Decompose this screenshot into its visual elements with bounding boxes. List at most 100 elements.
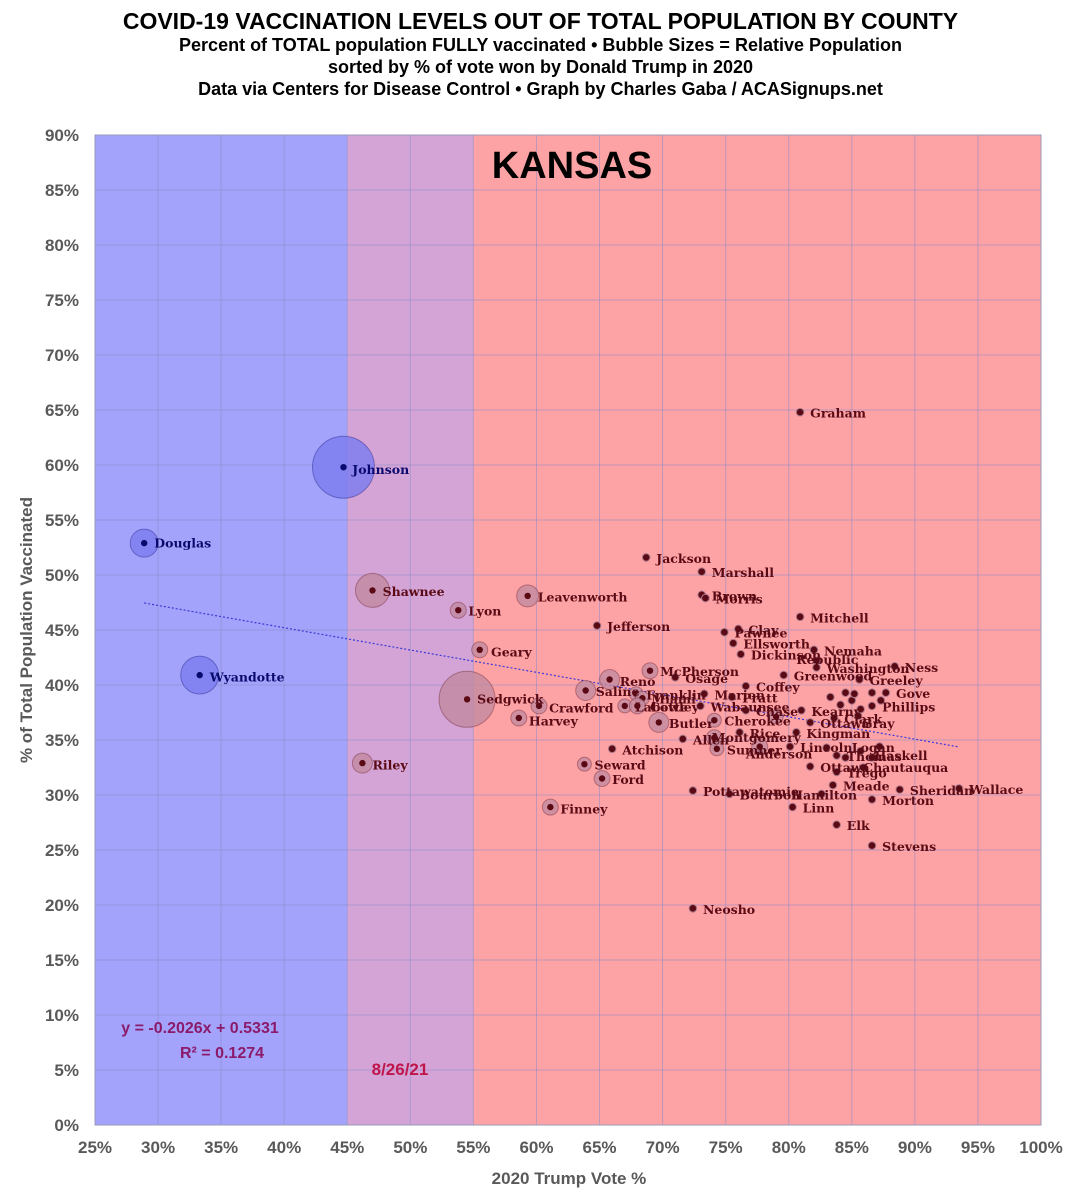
point-label: Montgomery — [712, 730, 802, 745]
bubble-center-dot — [582, 687, 589, 694]
point-label: Ford — [612, 772, 644, 787]
r-squared: R² = 0.1274 — [180, 1045, 264, 1062]
x-tick-label: 65% — [583, 1138, 617, 1157]
y-tick-label: 20% — [45, 896, 79, 915]
bubble-small — [678, 734, 688, 744]
point-label: Thomas — [847, 749, 902, 764]
bubble-center-dot — [621, 702, 628, 710]
point-label: Mitchell — [810, 610, 869, 625]
bubble-small — [817, 789, 826, 799]
bubble-small — [741, 681, 751, 691]
y-tick-label: 85% — [45, 181, 79, 200]
bubble-small — [876, 696, 886, 705]
point-label: Logan — [852, 740, 895, 755]
trendline — [144, 602, 960, 748]
point-label: Rice — [750, 726, 781, 741]
point-label: Trego — [847, 765, 887, 780]
point-label: Leavenworth — [538, 589, 628, 604]
bubble-small — [832, 767, 841, 777]
bubble-center-dot — [340, 464, 347, 471]
point-label: Jackson — [655, 551, 711, 566]
bubble-small — [867, 841, 877, 850]
point-label: Geary — [491, 644, 532, 659]
point-label: Ness — [905, 660, 938, 675]
point-label: Seward — [594, 758, 645, 773]
y-tick-label: 80% — [45, 236, 79, 255]
chart-header: COVID-19 VACCINATION LEVELS OUT OF TOTAL… — [0, 8, 1081, 100]
bubble-small — [779, 670, 788, 680]
bubble-small — [735, 728, 744, 737]
bubble-center-dot — [713, 745, 721, 752]
bubble-small — [890, 662, 899, 671]
bubble-center-dot — [606, 676, 613, 683]
point-label: Lyon — [468, 604, 501, 619]
bubble-small — [828, 780, 838, 790]
point-label: Osage — [685, 671, 728, 686]
point-label: Pawnee — [734, 626, 787, 641]
bubble-small — [822, 743, 831, 753]
point-label: Atchison — [621, 742, 683, 757]
bubble-small — [875, 742, 884, 751]
bubble-small — [797, 706, 806, 715]
bubble-small — [895, 785, 905, 794]
point-label: Jefferson — [606, 619, 670, 634]
point-label: Greenwood — [794, 669, 873, 684]
x-tick-label: 90% — [898, 1138, 932, 1157]
point-label: Haskell — [875, 748, 928, 763]
point-label: Ottawa — [820, 716, 869, 731]
chart-title: COVID-19 VACCINATION LEVELS OUT OF TOTAL… — [122, 8, 959, 34]
point-label: Hamilton — [791, 787, 857, 802]
trendline-equation: y = -0.2026x + 0.5331 — [121, 1020, 279, 1037]
y-tick-label: 70% — [45, 346, 79, 365]
bubble-center-dot — [463, 696, 471, 703]
bubble-small — [792, 728, 801, 737]
point-label: Johnson — [351, 462, 409, 477]
bubble-small — [954, 784, 964, 793]
point-label: Clark — [844, 712, 882, 727]
x-tick-label: 50% — [393, 1138, 427, 1157]
bubble-small — [728, 638, 738, 648]
trendline-group — [144, 602, 960, 748]
bubble-small — [785, 742, 795, 751]
point-label: Anderson — [745, 747, 813, 762]
bubble-small — [826, 692, 835, 702]
bubble-small — [850, 689, 859, 699]
x-tick-label: 80% — [772, 1138, 806, 1157]
point-label: Wallace — [968, 782, 1023, 797]
point-label: Chautauqua — [863, 760, 948, 775]
point-label: Shawnee — [383, 584, 445, 599]
point-label: Sedgwick — [477, 692, 544, 707]
x-tick-label: 30% — [141, 1138, 175, 1157]
y-axis-title: % of Total Population Vaccinated — [17, 497, 36, 763]
point-label: Phillips — [882, 699, 935, 714]
point-label: Crawford — [549, 701, 614, 716]
chart-subtitle-1: Percent of TOTAL population FULLY vaccin… — [179, 35, 902, 55]
point-label: Coffey — [756, 680, 800, 695]
point-label: Cowley — [650, 699, 700, 714]
y-tick-label: 75% — [45, 291, 79, 310]
point-label: Chase — [756, 704, 798, 719]
x-tick-label: 75% — [709, 1138, 743, 1157]
y-tick-label: 50% — [45, 566, 79, 585]
point-label: Neosho — [703, 902, 755, 917]
bubble-small — [699, 689, 709, 699]
x-tick-label: 45% — [330, 1138, 364, 1157]
point-label: Pratt — [742, 691, 778, 706]
bubble-small — [836, 700, 845, 710]
bubble-center-dot — [196, 671, 203, 679]
bubble-small — [832, 820, 841, 830]
point-label: Linn — [803, 801, 835, 816]
date-stamp: 8/26/21 — [372, 1060, 429, 1079]
bubble-center-dot — [655, 719, 663, 726]
bubble-center-dot — [634, 702, 641, 710]
bubble-center-dot — [455, 607, 462, 614]
point-labels-group: Johnson Douglas Wyandotte Shawnee Sedgwick Ri… — [154, 406, 1023, 917]
x-tick-label: 100% — [1019, 1138, 1062, 1157]
bubble-small — [733, 624, 743, 634]
y-tick-label: 30% — [45, 786, 79, 805]
bubble-small — [592, 621, 602, 630]
point-label: Marion — [714, 687, 765, 702]
point-label: Brown — [712, 588, 757, 603]
